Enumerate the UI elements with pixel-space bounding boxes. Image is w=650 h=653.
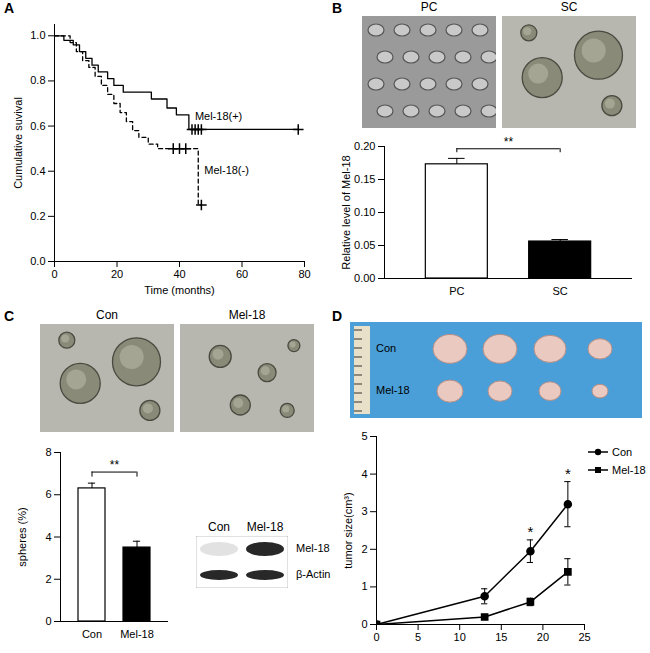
svg-text:tumor size(cm³): tumor size(cm³): [342, 492, 354, 568]
svg-text:0: 0: [361, 618, 367, 630]
html-text:Con: Con: [208, 520, 230, 534]
svg-text:15: 15: [495, 631, 507, 643]
html-text:D: D: [332, 308, 343, 324]
html-text:β-Actin: β-Actin: [296, 568, 331, 580]
svg-text:*: *: [565, 465, 571, 482]
svg-text:0.20: 0.20: [354, 140, 375, 152]
svg-text:Con: Con: [82, 628, 102, 640]
svg-text:Time (months): Time (months): [144, 284, 215, 296]
svg-text:25: 25: [578, 631, 590, 643]
svg-text:**: **: [110, 458, 120, 472]
svg-text:Mel-18: Mel-18: [120, 628, 154, 640]
html-text:Con: Con: [376, 341, 397, 354]
svg-text:Mel-18(-): Mel-18(-): [204, 164, 249, 176]
html-text:C: C: [4, 308, 15, 324]
svg-text:Mel-18(+): Mel-18(+): [195, 110, 242, 122]
svg-text:10: 10: [454, 631, 466, 643]
svg-text:0: 0: [45, 615, 51, 627]
svg-text:1: 1: [361, 580, 367, 592]
html-text:Mel-18: Mel-18: [296, 542, 330, 554]
html-text:SC: SC: [560, 0, 578, 14]
html-text:Mel-18: Mel-18: [612, 464, 646, 476]
svg-text:0.6: 0.6: [30, 120, 45, 132]
svg-text:SC: SC: [553, 285, 568, 297]
svg-text:PC: PC: [449, 285, 464, 297]
html-text:Mel-18: Mel-18: [246, 520, 284, 534]
svg-text:6: 6: [45, 488, 51, 500]
svg-text:80: 80: [298, 268, 310, 280]
svg-text:0.8: 0.8: [30, 74, 45, 86]
svg-text:**: **: [504, 135, 514, 149]
svg-text:4: 4: [45, 531, 51, 543]
svg-text:40: 40: [173, 268, 185, 280]
html-text:Mel-18: Mel-18: [376, 384, 410, 397]
svg-text:0: 0: [373, 631, 379, 643]
svg-text:Relative level of Mel-18: Relative level of Mel-18: [340, 155, 352, 269]
svg-text:Cumulative suvival: Cumulative suvival: [12, 97, 24, 189]
svg-text:0.0: 0.0: [30, 255, 45, 267]
html-text:B: B: [332, 0, 343, 16]
svg-text:60: 60: [236, 268, 248, 280]
svg-text:20: 20: [111, 268, 123, 280]
svg-text:0.15: 0.15: [354, 173, 375, 185]
html-text:Mel-18: Mel-18: [228, 308, 266, 322]
svg-text:2: 2: [45, 573, 51, 585]
html-text:Con: Con: [96, 308, 118, 322]
svg-text:spheres (%): spheres (%): [16, 507, 28, 566]
svg-text:0.4: 0.4: [30, 165, 45, 177]
html-text:PC: PC: [420, 0, 438, 14]
svg-text:0: 0: [51, 268, 57, 280]
html-text:Con: Con: [612, 446, 633, 458]
svg-text:0.2: 0.2: [30, 210, 45, 222]
svg-text:*: *: [527, 523, 533, 540]
svg-text:2: 2: [361, 543, 367, 555]
svg-text:5: 5: [415, 631, 421, 643]
svg-text:8: 8: [45, 446, 51, 458]
svg-text:3: 3: [361, 505, 367, 517]
html-text:A: A: [4, 0, 15, 16]
svg-text:0.00: 0.00: [354, 272, 375, 284]
svg-text:1.0: 1.0: [30, 29, 45, 41]
svg-text:20: 20: [537, 631, 549, 643]
svg-text:0.10: 0.10: [354, 206, 375, 218]
svg-text:4: 4: [361, 468, 367, 480]
svg-text:5: 5: [361, 430, 367, 442]
svg-text:0.05: 0.05: [354, 239, 375, 251]
